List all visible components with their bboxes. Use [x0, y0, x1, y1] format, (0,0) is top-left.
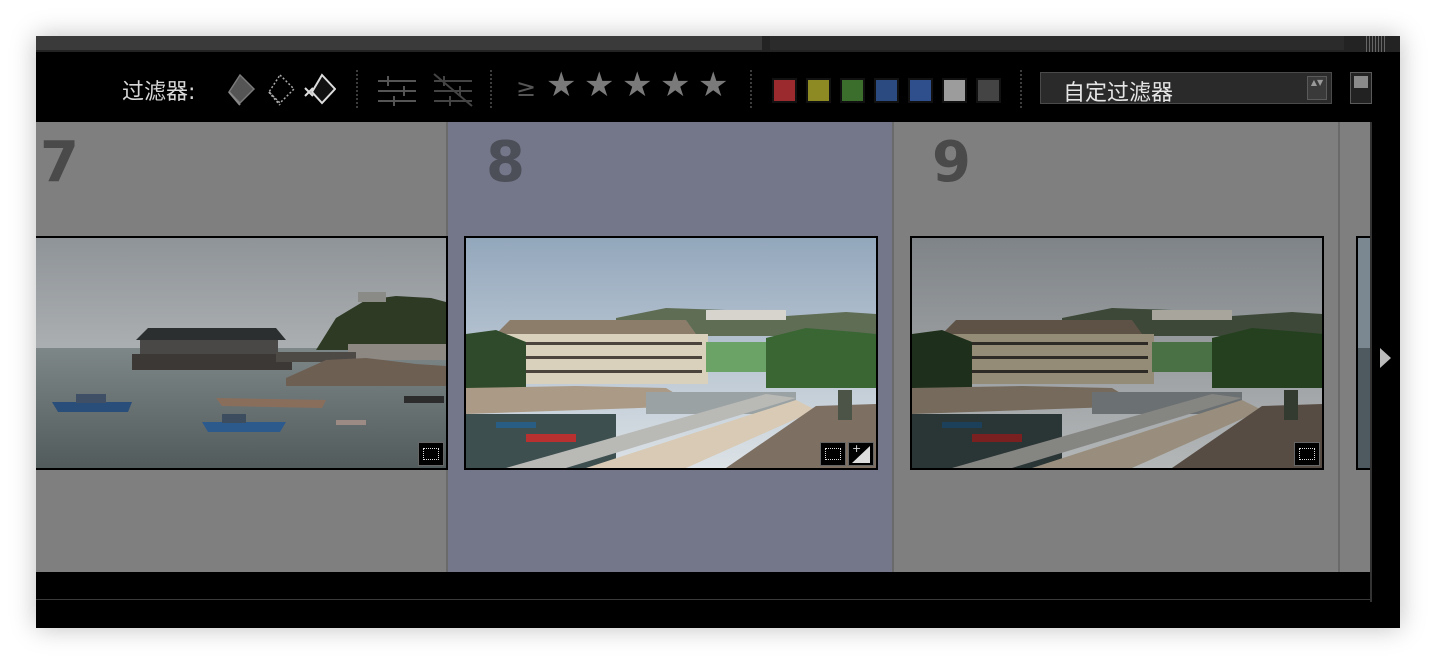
top-strip-right	[770, 36, 1344, 50]
resize-grip-icon[interactable]	[1366, 36, 1386, 52]
photo-thumbnail[interactable]	[36, 236, 448, 470]
separator	[750, 70, 752, 108]
unedited-icon[interactable]	[432, 72, 474, 108]
rating-operator[interactable]: ≥	[516, 74, 537, 102]
grid-cell[interactable]: 7	[36, 122, 448, 572]
bottom-bar	[36, 572, 1370, 600]
toggle-knob	[1354, 76, 1368, 88]
photo-thumbnail[interactable]: +	[464, 236, 878, 470]
filter-preset-value: 自定过滤器	[1063, 81, 1174, 106]
right-arrow-icon[interactable]	[1380, 348, 1391, 368]
separator	[1020, 70, 1022, 108]
filter-lock-toggle[interactable]	[1350, 72, 1372, 104]
exposure-sign: +	[852, 442, 862, 455]
separator	[490, 70, 492, 108]
cell-index: 9	[932, 130, 971, 195]
top-strip-left	[36, 36, 762, 50]
select-arrows-icon: ▲▼	[1307, 76, 1327, 100]
exposure-icon[interactable]: +	[848, 442, 874, 466]
photo-thumbnail[interactable]	[910, 236, 1324, 470]
cell-index: 7	[40, 130, 79, 195]
filter-label: 过滤器:	[122, 80, 196, 105]
color-label-none[interactable]	[976, 78, 1001, 103]
star-1-icon[interactable]: ★	[546, 65, 577, 105]
grid-cell-selected[interactable]: 8	[448, 122, 894, 572]
filter-preset-select[interactable]: 自定过滤器 ▲▼	[1040, 72, 1332, 106]
star-5-icon[interactable]: ★	[698, 65, 729, 105]
library-window: 过滤器:	[36, 36, 1400, 628]
edited-icon[interactable]	[376, 72, 418, 108]
photo-grid: 7	[36, 122, 1400, 572]
top-strip	[36, 36, 1400, 52]
color-label-blue[interactable]	[874, 78, 899, 103]
color-label-other[interactable]	[942, 78, 967, 103]
separator	[356, 70, 358, 108]
cell-index: 8	[486, 130, 525, 195]
flag-unflagged-icon[interactable]	[266, 72, 298, 108]
color-label-purple[interactable]	[908, 78, 933, 103]
flag-picked-icon[interactable]	[226, 72, 258, 108]
flag-rejected-icon[interactable]	[304, 72, 336, 108]
star-2-icon[interactable]: ★	[584, 65, 615, 105]
color-label-green[interactable]	[840, 78, 865, 103]
color-label-red[interactable]	[772, 78, 797, 103]
filter-bar: 过滤器:	[36, 56, 1400, 120]
crop-icon[interactable]	[418, 442, 444, 466]
star-3-icon[interactable]: ★	[622, 65, 653, 105]
color-label-yellow[interactable]	[806, 78, 831, 103]
grid-cell[interactable]: 9	[894, 122, 1340, 572]
crop-icon[interactable]	[820, 442, 846, 466]
crop-icon[interactable]	[1294, 442, 1320, 466]
star-4-icon[interactable]: ★	[660, 65, 691, 105]
